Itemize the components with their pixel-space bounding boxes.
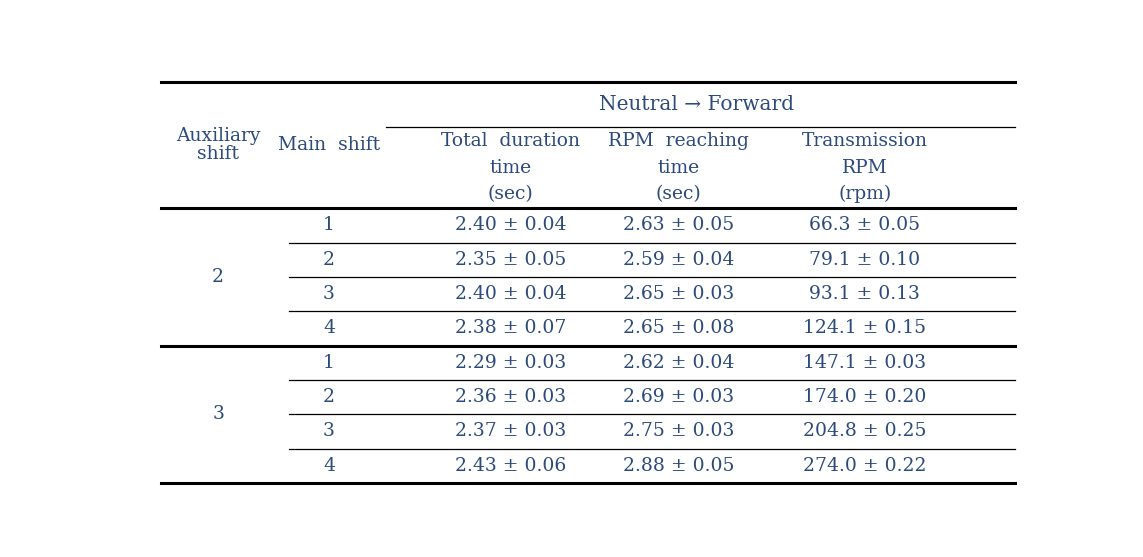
Text: Transmission: Transmission	[802, 132, 928, 150]
Text: Neutral → Forward: Neutral → Forward	[599, 95, 794, 114]
Text: 93.1 ± 0.13: 93.1 ± 0.13	[809, 285, 920, 303]
Text: 2.37 ± 0.03: 2.37 ± 0.03	[455, 422, 566, 441]
Text: 124.1 ± 0.15: 124.1 ± 0.15	[804, 319, 926, 338]
Text: RPM  reaching: RPM reaching	[608, 132, 750, 150]
Text: 2.65 ± 0.08: 2.65 ± 0.08	[623, 319, 735, 338]
Text: Auxiliary: Auxiliary	[176, 128, 261, 145]
Text: 2.35 ± 0.05: 2.35 ± 0.05	[455, 251, 566, 268]
Text: 2.88 ± 0.05: 2.88 ± 0.05	[623, 457, 735, 475]
Text: 2.59 ± 0.04: 2.59 ± 0.04	[623, 251, 735, 268]
Text: RPM: RPM	[842, 159, 888, 177]
Text: (sec): (sec)	[656, 184, 702, 203]
Text: time: time	[489, 159, 531, 177]
Text: 3: 3	[213, 405, 224, 423]
Text: 2.40 ± 0.04: 2.40 ± 0.04	[455, 285, 566, 303]
Text: time: time	[657, 159, 700, 177]
Text: 2.36 ± 0.03: 2.36 ± 0.03	[455, 388, 566, 406]
Text: 66.3 ± 0.05: 66.3 ± 0.05	[809, 216, 920, 234]
Text: Main  shift: Main shift	[278, 136, 379, 154]
Text: 2.43 ± 0.06: 2.43 ± 0.06	[455, 457, 566, 475]
Text: 1: 1	[323, 354, 335, 372]
Text: 79.1 ± 0.10: 79.1 ± 0.10	[809, 251, 920, 268]
Text: 3: 3	[323, 285, 335, 303]
Text: 2.69 ± 0.03: 2.69 ± 0.03	[623, 388, 734, 406]
Text: 204.8 ± 0.25: 204.8 ± 0.25	[804, 422, 927, 441]
Text: 2.75 ± 0.03: 2.75 ± 0.03	[623, 422, 735, 441]
Text: 4: 4	[323, 457, 335, 475]
Text: shift: shift	[198, 145, 239, 163]
Text: 147.1 ± 0.03: 147.1 ± 0.03	[804, 354, 926, 372]
Text: 2.29 ± 0.03: 2.29 ± 0.03	[455, 354, 566, 372]
Text: 2.65 ± 0.03: 2.65 ± 0.03	[623, 285, 735, 303]
Text: (rpm): (rpm)	[838, 184, 892, 203]
Text: 2.40 ± 0.04: 2.40 ± 0.04	[455, 216, 566, 234]
Text: 2.62 ± 0.04: 2.62 ± 0.04	[623, 354, 735, 372]
Text: 174.0 ± 0.20: 174.0 ± 0.20	[804, 388, 927, 406]
Text: (sec): (sec)	[488, 184, 534, 203]
Text: 2.63 ± 0.05: 2.63 ± 0.05	[623, 216, 735, 234]
Text: 274.0 ± 0.22: 274.0 ± 0.22	[804, 457, 927, 475]
Text: 2.38 ± 0.07: 2.38 ± 0.07	[455, 319, 566, 338]
Text: 1: 1	[323, 216, 335, 234]
Text: 2: 2	[323, 388, 335, 406]
Text: 3: 3	[323, 422, 335, 441]
Text: Total  duration: Total duration	[441, 132, 580, 150]
Text: 2: 2	[323, 251, 335, 268]
Text: 4: 4	[323, 319, 335, 338]
Text: 2: 2	[213, 268, 224, 286]
